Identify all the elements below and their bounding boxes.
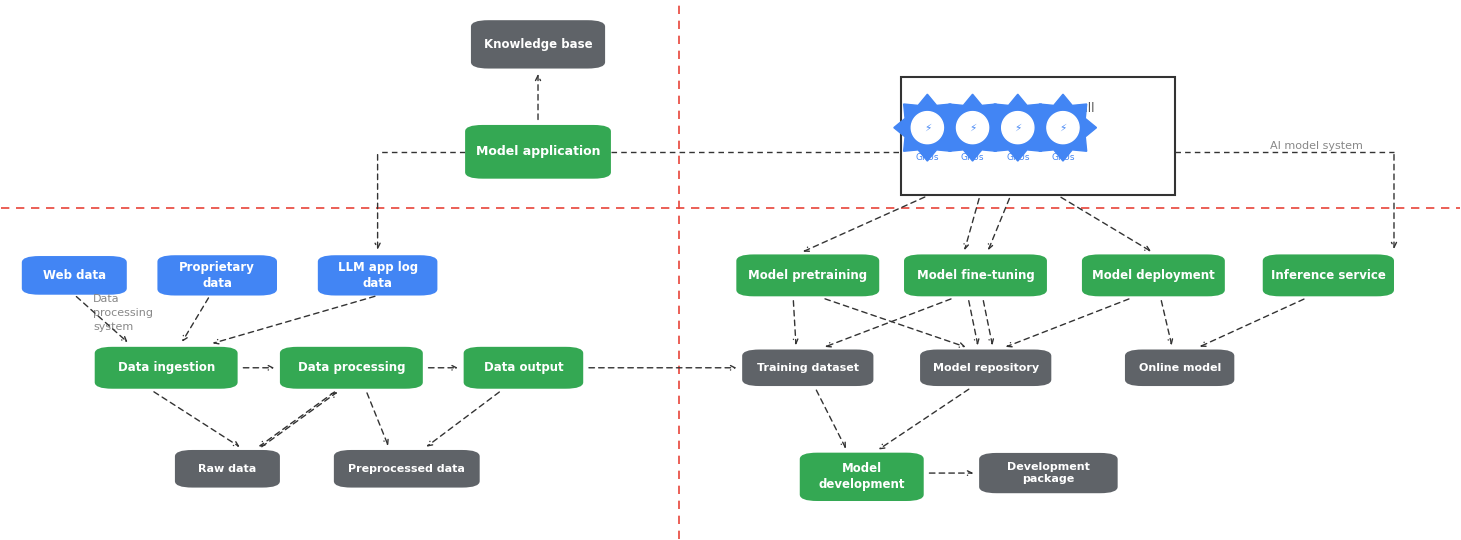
- Text: Training dataset: Training dataset: [757, 363, 859, 373]
- Text: Data processing: Data processing: [298, 361, 405, 374]
- Text: Proprietary
data: Proprietary data: [180, 261, 256, 290]
- Text: Raw data: Raw data: [199, 464, 257, 474]
- Text: Data output: Data output: [484, 361, 564, 374]
- Text: GPUs: GPUs: [916, 153, 939, 161]
- FancyBboxPatch shape: [175, 450, 281, 488]
- Polygon shape: [985, 94, 1052, 161]
- FancyBboxPatch shape: [22, 256, 127, 295]
- FancyBboxPatch shape: [95, 347, 238, 389]
- FancyBboxPatch shape: [742, 349, 874, 386]
- Text: LLM app log
data: LLM app log data: [337, 261, 418, 290]
- Text: Model
development: Model development: [818, 462, 904, 491]
- FancyBboxPatch shape: [335, 450, 479, 488]
- Text: Data ingestion: Data ingestion: [117, 361, 215, 374]
- Polygon shape: [1002, 112, 1034, 144]
- Text: Web data: Web data: [42, 269, 105, 282]
- Text: Preprocessed data: Preprocessed data: [348, 464, 465, 474]
- FancyBboxPatch shape: [1125, 349, 1235, 386]
- Text: Development
package: Development package: [1007, 462, 1090, 484]
- Polygon shape: [939, 94, 1007, 161]
- Text: Knowledge base: Knowledge base: [484, 38, 592, 51]
- FancyBboxPatch shape: [465, 125, 611, 179]
- Text: ⚡: ⚡: [1059, 123, 1067, 133]
- FancyBboxPatch shape: [904, 254, 1048, 296]
- Polygon shape: [894, 94, 961, 161]
- FancyBboxPatch shape: [979, 453, 1118, 493]
- FancyBboxPatch shape: [799, 453, 923, 501]
- Polygon shape: [1048, 112, 1080, 144]
- Text: Model repository: Model repository: [932, 363, 1039, 373]
- Polygon shape: [1030, 94, 1097, 161]
- FancyBboxPatch shape: [470, 20, 605, 69]
- Bar: [901, 77, 1175, 195]
- FancyBboxPatch shape: [920, 349, 1052, 386]
- Text: GPUs: GPUs: [1052, 153, 1075, 161]
- FancyBboxPatch shape: [736, 254, 880, 296]
- Polygon shape: [957, 112, 989, 144]
- Text: Online model: Online model: [1138, 363, 1221, 373]
- Polygon shape: [912, 112, 944, 144]
- Text: AI model system: AI model system: [1270, 141, 1363, 151]
- Text: GPUs: GPUs: [1007, 153, 1030, 161]
- Text: API call: API call: [1052, 103, 1094, 116]
- Text: Data
processing
system: Data processing system: [94, 294, 153, 332]
- Text: ⚡: ⚡: [969, 123, 976, 133]
- FancyBboxPatch shape: [1083, 254, 1224, 296]
- Text: ⚡: ⚡: [923, 123, 931, 133]
- Text: API call: API call: [1059, 103, 1102, 116]
- Text: GPUs: GPUs: [961, 153, 985, 161]
- FancyBboxPatch shape: [463, 347, 583, 389]
- Text: Model pretraining: Model pretraining: [748, 269, 868, 282]
- FancyBboxPatch shape: [1262, 254, 1394, 296]
- Text: Model application: Model application: [476, 145, 600, 158]
- Text: Model deployment: Model deployment: [1091, 269, 1214, 282]
- Text: ⚡: ⚡: [1014, 123, 1021, 133]
- FancyBboxPatch shape: [281, 347, 422, 389]
- Text: Inference service: Inference service: [1271, 269, 1386, 282]
- FancyBboxPatch shape: [318, 255, 437, 295]
- FancyBboxPatch shape: [158, 255, 278, 295]
- Text: Model fine-tuning: Model fine-tuning: [916, 269, 1034, 282]
